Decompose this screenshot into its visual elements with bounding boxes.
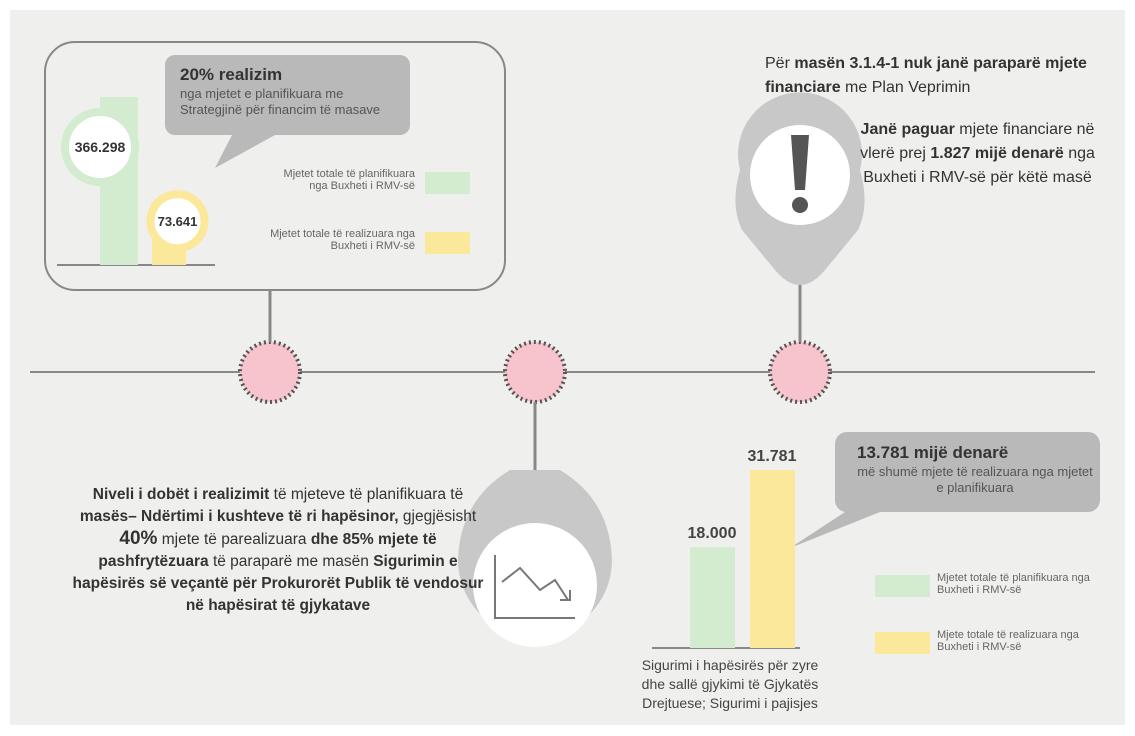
- legend-label: Mjetet totale të planifikuara nga Buxhet…: [283, 168, 415, 192]
- right-callout: [790, 432, 1100, 548]
- callout-title: 20% realizim: [180, 65, 283, 84]
- text: gjegjësisht: [402, 508, 477, 525]
- text: të paraparë me masën: [212, 553, 369, 570]
- legend-label: Mjetet totale të realizuara nga Buxheti …: [270, 228, 415, 252]
- value-label: 73.641: [158, 214, 198, 229]
- exclamation: [791, 135, 809, 190]
- chart-icon-axes: [494, 555, 575, 619]
- text-bold: Sigurimin e hapësirës së veçantë për Pro…: [72, 553, 484, 614]
- bar: [690, 547, 735, 648]
- text: Për: [765, 55, 790, 72]
- value-label: 366.298: [75, 139, 126, 155]
- text-bold: dhe 85% mjete të pashfrytëzuara: [98, 531, 437, 570]
- text-bold: masës– Ndërtimi i kushteve të ri hapësin…: [79, 508, 399, 525]
- legend-swatch: [875, 632, 930, 654]
- legend-swatch: [875, 575, 930, 597]
- exclamation-dot: [792, 197, 808, 213]
- text: mjete të parealizuara: [161, 531, 307, 548]
- callout-body: më shumë mjete të realizuara nga mjetet …: [857, 464, 1093, 495]
- bottom-left-note: Niveli i dobët i realizimit të mjeteve t…: [72, 484, 484, 617]
- text: me Plan Veprimin: [845, 79, 971, 96]
- callout-body: nga mjetet e planifikuara me Strategjinë…: [180, 86, 381, 117]
- text-bold: Janë paguar: [860, 121, 955, 138]
- text: të mjeteve të planifikuara të: [273, 486, 464, 503]
- bar: [750, 470, 795, 648]
- left-callout: [165, 55, 410, 168]
- value-label: 18.000: [688, 525, 737, 542]
- node: [238, 340, 302, 404]
- node: [503, 340, 567, 404]
- callout-title: 13.781 mijë denarë: [857, 443, 1009, 462]
- value-label: 31.781: [748, 448, 797, 465]
- left-callout-text: 20% realizim nga mjetet e planifikuara m…: [180, 64, 405, 118]
- node: [768, 340, 832, 404]
- legend-swatch: [425, 232, 470, 254]
- left-box: [44, 41, 506, 291]
- text: nga Buxheti i RMV-së për këtë masë: [863, 145, 1095, 186]
- value-badge: [146, 190, 209, 253]
- chart-icon-line: [501, 566, 571, 601]
- chart-caption: Sigurimi i hapësirës për zyre dhe sallë …: [641, 657, 819, 711]
- text: mjete financiare në vlerë prej: [860, 121, 1095, 162]
- top-right-note: Për masën 3.1.4-1 nuk janë paraparë mjet…: [765, 52, 1110, 100]
- text-bold: 40%: [119, 528, 158, 549]
- text-bold: masën 3.1.4-1 nuk janë paraparë mjete fi…: [765, 55, 1087, 96]
- top-right-payment: Janë paguar mjete financiare në vlerë pr…: [855, 118, 1100, 190]
- legend-swatch: [425, 172, 470, 194]
- legend-label: Mjetet totale të planifikuara nga Buxhet…: [937, 572, 1090, 596]
- right-callout-text: 13.781 mijë denarë më shumë mjete të rea…: [855, 442, 1095, 496]
- value-badge: [61, 108, 139, 186]
- text-bold: Niveli i dobët i realizimit: [92, 486, 270, 503]
- text-bold: 1.827 mijë denarë: [930, 145, 1064, 162]
- legend-label: Mjete totale të realizuara nga Buxheti i…: [937, 629, 1079, 653]
- timeline-nodes: [238, 340, 832, 404]
